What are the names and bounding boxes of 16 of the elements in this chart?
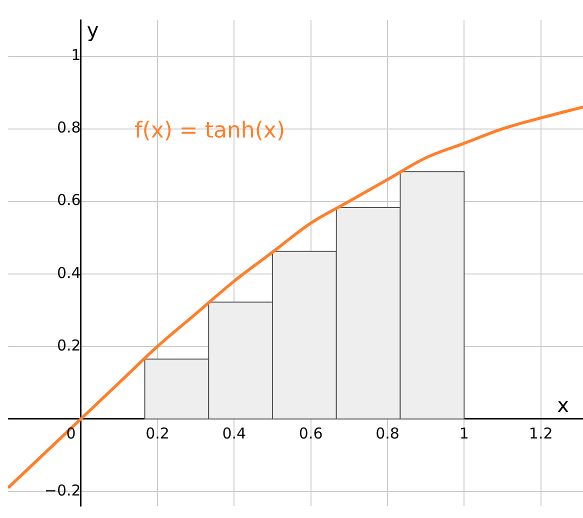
y-tick-label: −0.2 [44,481,81,500]
y-axis-title: y [86,18,99,42]
x-tick-label: 1.2 [528,424,553,442]
x-tick-label: 0.2 [146,424,170,442]
text: f(x) = tanh(x) [134,118,286,144]
x-tick-label: 0.4 [222,424,246,442]
x-tick-label: 1 [459,424,469,442]
y-tick-label: 0.8 [56,118,81,137]
x-tick-label: 0.6 [298,424,323,442]
y-tick-label: 0.6 [56,191,81,210]
x-tick-label: 0 [66,424,76,442]
x-axis-title: x [557,393,570,418]
y-tick-label: 0.2 [56,336,81,354]
y-tick-label: 1 [71,46,81,64]
y-tick-label: 0.4 [56,264,81,282]
x-tick-label: 0.8 [376,424,400,442]
